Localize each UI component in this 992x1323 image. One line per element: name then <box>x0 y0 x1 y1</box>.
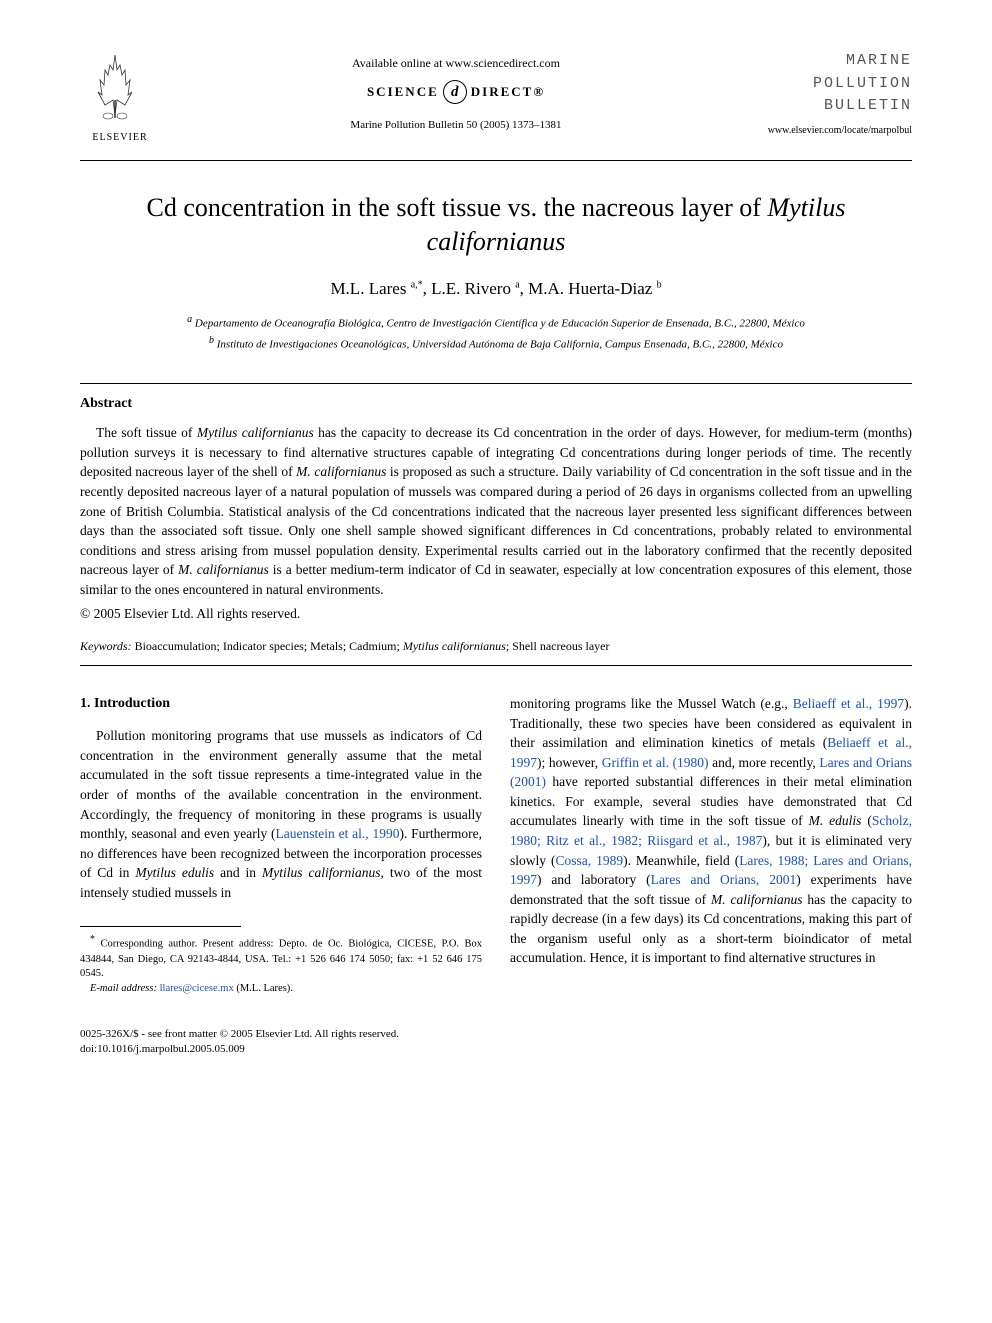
ref-cossa[interactable]: Cossa, 1989 <box>555 853 623 868</box>
journal-title-block: MARINE POLLUTION BULLETIN www.elsevier.c… <box>752 50 912 138</box>
footer-doi: doi:10.1016/j.marpolbul.2005.05.009 <box>80 1042 912 1057</box>
author-1: M.L. Lares <box>330 279 410 298</box>
ref-beliaeff-1[interactable]: Beliaeff et al., 1997 <box>793 696 904 711</box>
affiliation-a: a Departamento de Oceanografía Biológica… <box>80 312 912 332</box>
intro-r-s2: M. californianus <box>711 892 803 907</box>
journal-url: www.elsevier.com/locate/marpolbul <box>752 124 912 138</box>
abstract-copyright: © 2005 Elsevier Ltd. All rights reserved… <box>80 605 912 624</box>
intro-r-t8: ). Meanwhile, field ( <box>623 853 739 868</box>
abs-t3: is proposed as such a structure. Daily v… <box>80 464 912 577</box>
intro-r-t9: ) and laboratory ( <box>537 872 651 887</box>
right-column: monitoring programs like the Mussel Watc… <box>510 694 912 997</box>
journal-title-line1: MARINE <box>752 50 912 73</box>
ref-lares-orians-2001b[interactable]: Lares and Orians, 2001 <box>651 872 797 887</box>
intro-l-t1: Pollution monitoring programs that use m… <box>80 728 482 841</box>
abstract-body: The soft tissue of Mytilus californianus… <box>80 423 912 599</box>
abs-s2: M. californianus <box>296 464 386 479</box>
intro-l-s1: Mytilus edulis <box>135 865 214 880</box>
abs-s3: M. californianus <box>178 562 269 577</box>
authors-line: M.L. Lares a,*, L.E. Rivero a, M.A. Huer… <box>80 277 912 301</box>
intro-para-left: Pollution monitoring programs that use m… <box>80 726 482 902</box>
email-footnote: E-mail address: llares@cicese.mx (M.L. L… <box>80 982 482 997</box>
author-3: , M.A. Huerta-Diaz <box>520 279 657 298</box>
author-3-affil: b <box>657 279 662 290</box>
elsevier-tree-icon <box>80 50 150 120</box>
intro-heading: 1. Introduction <box>80 694 482 714</box>
available-online-text: Available online at www.sciencedirect.co… <box>160 55 752 72</box>
abs-t1: The soft tissue of <box>96 425 197 440</box>
keywords-label: Keywords: <box>80 639 132 653</box>
intro-r-t4: and, more recently, <box>709 755 820 770</box>
intro-l-s2: Mytilus californianus <box>262 865 380 880</box>
header-center: Available online at www.sciencedirect.co… <box>160 50 752 137</box>
intro-para-right: monitoring programs like the Mussel Watc… <box>510 694 912 968</box>
intro-l-t3: and in <box>214 865 262 880</box>
title-text: Cd concentration in the soft tissue vs. … <box>147 193 768 222</box>
keywords-line: Keywords: Bioaccumulation; Indicator spe… <box>80 638 912 655</box>
paper-header: ELSEVIER Available online at www.science… <box>80 50 912 140</box>
keywords-text: Bioaccumulation; Indicator species; Meta… <box>132 639 403 653</box>
publisher-name: ELSEVIER <box>80 131 160 145</box>
email-name: (M.L. Lares). <box>234 983 293 994</box>
journal-title-line2: POLLUTION <box>752 73 912 96</box>
keywords-species: Mytilus californianus <box>403 639 506 653</box>
page-footer: 0025-326X/$ - see front matter © 2005 El… <box>80 1027 912 1058</box>
sciencedirect-logo: SCIENCE d DIRECT® <box>160 80 752 104</box>
intro-r-t1: monitoring programs like the Mussel Watc… <box>510 696 793 711</box>
affiliations: a Departamento de Oceanografía Biológica… <box>80 312 912 352</box>
article-title: Cd concentration in the soft tissue vs. … <box>80 191 912 259</box>
journal-reference: Marine Pollution Bulletin 50 (2005) 1373… <box>160 118 752 133</box>
sd-d-icon: d <box>443 80 467 104</box>
header-divider <box>80 160 912 161</box>
footnote-corr: Corresponding author. Present address: D… <box>80 939 482 979</box>
abstract-bottom-divider <box>80 665 912 666</box>
email-address[interactable]: llares@cicese.mx <box>157 983 234 994</box>
ref-griffin[interactable]: Griffin et al. (1980) <box>602 755 709 770</box>
left-column: 1. Introduction Pollution monitoring pro… <box>80 694 482 997</box>
footer-copyright: 0025-326X/$ - see front matter © 2005 El… <box>80 1027 912 1042</box>
elsevier-logo: ELSEVIER <box>80 50 160 140</box>
sd-left: SCIENCE <box>367 83 439 101</box>
keywords-text2: ; Shell nacreous layer <box>506 639 610 653</box>
author-1-affil: a,* <box>411 279 423 290</box>
sd-right: DIRECT® <box>471 83 545 101</box>
affil-b-text: Instituto de Investigaciones Oceanológic… <box>214 338 783 350</box>
affil-a-text: Departamento de Oceanografía Biológica, … <box>192 318 805 330</box>
affiliation-b: b Instituto de Investigaciones Oceanológ… <box>80 333 912 353</box>
author-2: , L.E. Rivero <box>423 279 516 298</box>
abstract-heading: Abstract <box>80 394 912 414</box>
intro-r-s1: M. edulis <box>809 813 862 828</box>
abstract-top-divider <box>80 383 912 384</box>
journal-title-line3: BULLETIN <box>752 95 912 118</box>
intro-r-t3: ); however, <box>537 755 602 770</box>
email-label: E-mail address: <box>90 983 157 994</box>
intro-r-t6: ( <box>861 813 871 828</box>
corresponding-author-footnote: * Corresponding author. Present address:… <box>80 933 482 982</box>
ref-lauenstein[interactable]: Lauenstein et al., 1990 <box>276 826 400 841</box>
abs-s1: Mytilus californianus <box>197 425 314 440</box>
footnote-divider <box>80 926 241 927</box>
body-columns: 1. Introduction Pollution monitoring pro… <box>80 694 912 997</box>
